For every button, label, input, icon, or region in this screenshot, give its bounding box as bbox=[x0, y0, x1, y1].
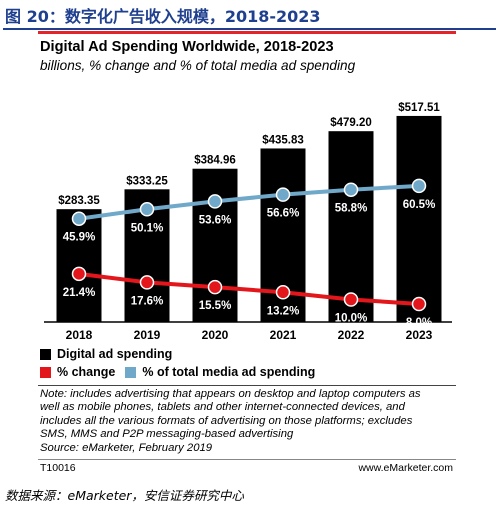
change-series-data-label: 17.6% bbox=[131, 295, 164, 307]
share-series-point bbox=[411, 178, 427, 194]
change-series-line bbox=[78, 271, 420, 306]
caption-rule bbox=[3, 28, 496, 30]
chart-plot: $283.35 $333.25 $384.96 $435.83 $479.20 $517.… bbox=[44, 102, 452, 342]
chart-subtitle: billions, % change and % of total media … bbox=[40, 58, 356, 73]
change-series-data-label: 8.0% bbox=[406, 317, 432, 329]
legend-item-share: % of total media ad spending bbox=[125, 365, 315, 379]
note-rule bbox=[38, 385, 456, 386]
x-tick-label: 2023 bbox=[406, 328, 433, 342]
footer-site: www.eMarketer.com bbox=[358, 462, 453, 474]
x-tick-label: 2022 bbox=[338, 328, 365, 342]
figure-caption: 图 20：数字化广告收入规模，2018-2023 bbox=[5, 7, 321, 26]
share-series-point bbox=[275, 187, 291, 202]
x-tick-label: 2020 bbox=[202, 328, 229, 342]
note-block: Note: includes advertising that appears … bbox=[40, 388, 454, 455]
change-series-data-label: 15.5% bbox=[199, 300, 232, 312]
footer-code: T10016 bbox=[40, 462, 76, 474]
bar-value-label: $384.96 bbox=[194, 155, 236, 167]
share-series-data-label: 53.6% bbox=[199, 214, 232, 226]
change-series-point bbox=[343, 292, 359, 307]
share-series-point bbox=[343, 182, 359, 197]
legend-row-2: % change % of total media ad spending bbox=[40, 365, 325, 379]
note-line: SMS, MMS and P2P messaging-based adverti… bbox=[40, 428, 294, 441]
share-series-data-label: 50.1% bbox=[131, 222, 164, 234]
footer-rule bbox=[38, 459, 456, 460]
bar bbox=[56, 209, 102, 322]
change-series-data-label: 13.2% bbox=[267, 305, 300, 317]
note-line: includes all the various formats of adve… bbox=[40, 414, 413, 427]
share-series-data-label: 45.9% bbox=[63, 232, 96, 244]
change-series-point bbox=[207, 279, 223, 295]
x-tick-label: 2018 bbox=[66, 328, 93, 342]
legend-swatch-share bbox=[125, 366, 137, 378]
chart-top-rule bbox=[38, 31, 456, 34]
change-series-data-label: 21.4% bbox=[63, 287, 96, 299]
legend-row-1: Digital ad spending bbox=[40, 347, 182, 361]
share-series-data-label: 60.5% bbox=[403, 199, 436, 211]
share-series-line bbox=[78, 183, 420, 221]
note-line: Note: includes advertising that appears … bbox=[40, 388, 421, 400]
change-series-point bbox=[275, 285, 291, 300]
change-series-point bbox=[411, 296, 427, 312]
change-series-point bbox=[139, 275, 155, 290]
legend-item-change: % change bbox=[40, 365, 115, 379]
share-series-point bbox=[71, 211, 87, 226]
bar bbox=[328, 131, 374, 322]
share-series-data-label: 58.8% bbox=[335, 203, 368, 215]
change-series-data-label: 10.0% bbox=[335, 313, 368, 325]
bar-value-label: $517.51 bbox=[398, 102, 440, 114]
bar bbox=[396, 115, 442, 323]
legend-label-share: % of total media ad spending bbox=[142, 365, 316, 379]
source-line: 数据来源：eMarketer，安信证券研究中心 bbox=[5, 488, 244, 503]
legend-label-bars: Digital ad spending bbox=[57, 347, 173, 361]
change-series-point bbox=[71, 266, 87, 282]
bar bbox=[192, 168, 238, 322]
legend-item-bars: Digital ad spending bbox=[40, 347, 172, 361]
share-series-point bbox=[139, 202, 155, 217]
share-series-data-label: 56.6% bbox=[267, 208, 300, 220]
legend-label-change: % change bbox=[57, 365, 116, 379]
legend-swatch-bars bbox=[40, 348, 51, 360]
share-series-point bbox=[207, 194, 223, 209]
note-source: Source: eMarketer, February 2019 bbox=[40, 441, 213, 454]
bar-value-label: $333.25 bbox=[126, 175, 168, 187]
bar-value-label: $435.83 bbox=[262, 134, 304, 146]
bar-value-label: $283.35 bbox=[58, 195, 100, 207]
bar-value-label: $479.20 bbox=[330, 117, 372, 129]
legend-swatch-change bbox=[40, 366, 51, 378]
x-tick-label: 2021 bbox=[270, 328, 297, 342]
chart-title: Digital Ad Spending Worldwide, 2018-2023 bbox=[40, 39, 334, 55]
note-line: well as mobile phones, tablets and other… bbox=[40, 401, 405, 414]
x-tick-label: 2019 bbox=[134, 328, 161, 342]
